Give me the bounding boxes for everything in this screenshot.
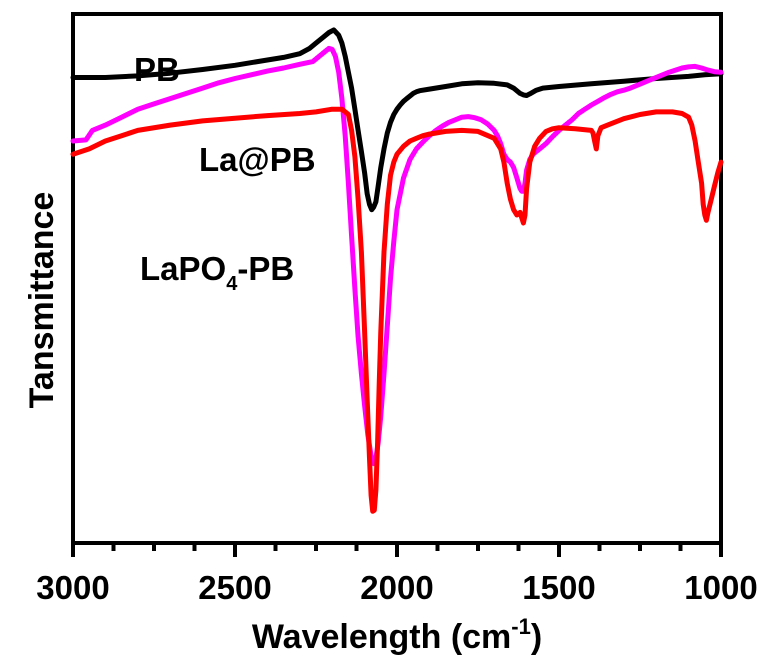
series-label-lapo4-pb: LaPO4-PB	[140, 250, 294, 295]
series-line-lapo4-pb	[70, 106, 724, 514]
y-axis-title: Tansmittance	[23, 192, 61, 409]
x-axis-title-main: Wavelength (cm	[252, 618, 511, 656]
x-tick-label: 2000	[360, 569, 433, 606]
x-axis-title: Wavelength (cm-1)	[252, 614, 542, 656]
series-label-pb: PB	[134, 51, 180, 88]
x-tick-label: 1500	[522, 569, 595, 606]
x-axis-title-close: )	[531, 618, 542, 656]
series-label-la-pb: La@PB	[199, 141, 316, 178]
x-tick-label: 2500	[198, 569, 271, 606]
x-tick-label: 3000	[36, 569, 109, 606]
series-line-pb	[70, 27, 724, 213]
x-axis-title-sup: -1	[511, 614, 531, 639]
series-line-la-pb	[70, 45, 724, 467]
x-tick-label: 1000	[684, 569, 757, 606]
